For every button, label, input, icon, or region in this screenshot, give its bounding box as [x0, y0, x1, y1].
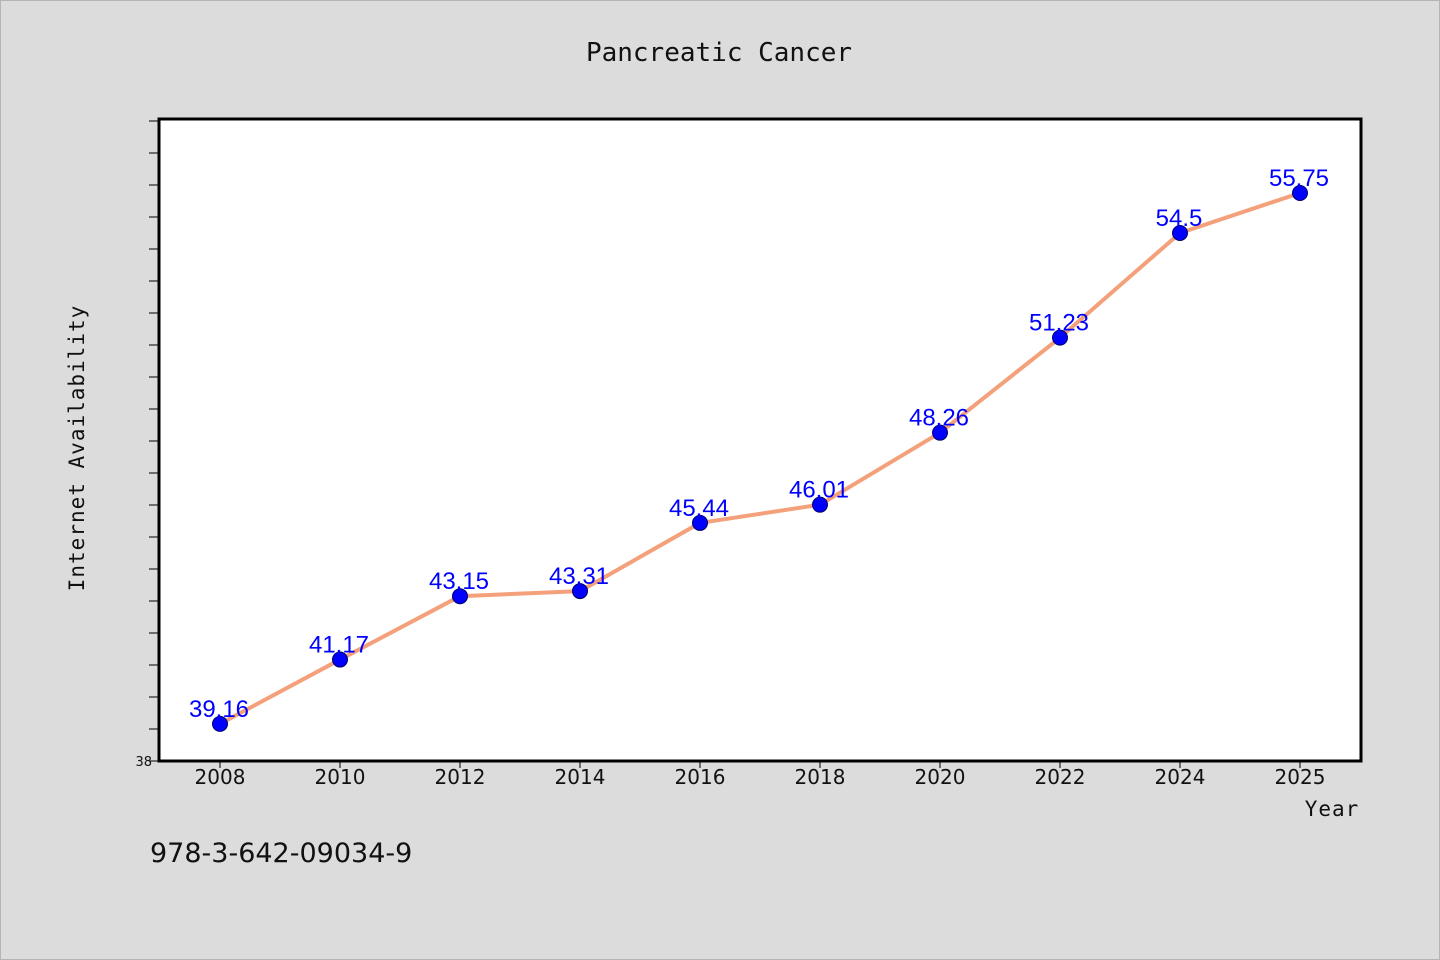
- data-labels: 39.16 41.17 43.15 43.31 45.44 46.01 48.26 51.23…: [189, 165, 1329, 723]
- data-point: [452, 588, 468, 605]
- data-label: 45.44: [669, 495, 729, 522]
- x-tick-label: 2008: [195, 765, 246, 789]
- data-label: 41.17: [309, 632, 369, 659]
- x-tick-label: 2014: [555, 765, 606, 789]
- data-markers: [212, 185, 1308, 732]
- data-point: [812, 496, 828, 513]
- data-point: [332, 651, 348, 668]
- data-label: 48.26: [909, 405, 969, 432]
- x-tick-label: 2020: [915, 765, 966, 789]
- data-label: 55.75: [1269, 165, 1329, 192]
- x-axis-tick-labels: 2008 2010 2012 2014 2016 2018 2020 2022 2024 2025: [195, 765, 1326, 789]
- isbn-text: 978-3-642-09034-9: [150, 838, 412, 869]
- series-line: [219, 191, 1301, 726]
- x-tick-label: 2010: [315, 765, 366, 789]
- y-tick-label: 38: [135, 755, 152, 770]
- x-axis-ticks: [219, 761, 1301, 768]
- data-label: 54.5: [1156, 205, 1203, 232]
- data-point: [1172, 225, 1188, 241]
- data-point: [932, 424, 948, 441]
- y-axis-ticks: [149, 120, 159, 762]
- chart-title: Pancreatic Cancer: [586, 38, 852, 68]
- data-point: [212, 715, 228, 732]
- x-tick-label: 2018: [795, 765, 846, 789]
- x-tick-label: 2022: [1035, 765, 1086, 789]
- x-tick-label: 2025: [1275, 765, 1326, 789]
- data-point: [1052, 329, 1068, 346]
- data-point: [1292, 185, 1308, 201]
- data-label: 46.01: [789, 477, 849, 504]
- data-label: 39.16: [189, 696, 249, 723]
- data-point: [692, 514, 708, 531]
- x-tick-label: 2012: [435, 765, 486, 789]
- data-label: 43.15: [429, 568, 489, 595]
- data-label: 43.31: [549, 563, 609, 590]
- y-axis-title: Internet Availability: [65, 305, 89, 592]
- data-point: [572, 583, 588, 600]
- data-label: 51.23: [1029, 310, 1089, 337]
- x-tick-label: 2024: [1155, 765, 1206, 789]
- x-axis-title: Year: [1305, 797, 1360, 821]
- plot-area: [157, 117, 1363, 763]
- x-tick-label: 2016: [675, 765, 726, 789]
